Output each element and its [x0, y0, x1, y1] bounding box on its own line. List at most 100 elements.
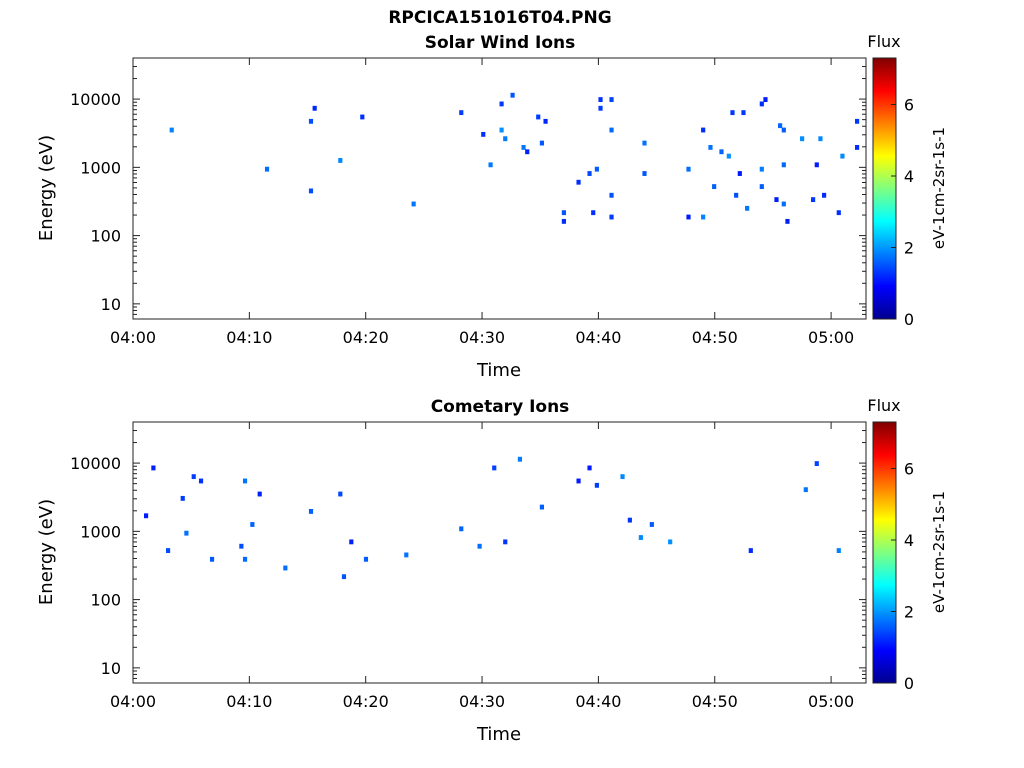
colorbar-title: Flux	[867, 396, 900, 415]
spectrogram-cell	[308, 188, 314, 194]
spectrogram-cell	[701, 127, 706, 133]
solar-wind-panel: Solar Wind Ions 04:00 04:10 04:20 04:30 04:4…	[36, 32, 948, 381]
spectrogram-cell	[169, 127, 174, 133]
y-tick-label: 10000	[70, 454, 121, 473]
colorbar-tick-label: 0	[904, 674, 914, 693]
x-tick-label: 04:10	[226, 328, 272, 347]
spectrogram-cell	[800, 136, 805, 142]
cometary-spectrogram	[144, 456, 841, 580]
spectrogram-cell	[308, 509, 314, 514]
spectrogram-cell	[338, 491, 343, 497]
spectrogram-cell	[591, 210, 596, 216]
spectrogram-cell	[836, 548, 841, 553]
spectrogram-cell	[748, 548, 753, 553]
spectrogram-cell	[759, 101, 764, 107]
spectrogram-cell	[517, 456, 522, 462]
spectrogram-cell	[598, 105, 603, 111]
spectrogram-cell	[741, 110, 746, 116]
colorbar-ticks: 0 2 4 6	[891, 459, 914, 693]
x-tick-label: 04:30	[459, 692, 505, 711]
spectrogram-cell	[620, 474, 625, 480]
spectrogram-cell	[609, 127, 614, 133]
spectrogram-cell	[803, 487, 808, 493]
x-axis-label: Time	[476, 360, 521, 381]
spectrogram-cell	[840, 153, 845, 159]
y-tick-label: 100	[90, 591, 121, 610]
spectrogram-cell	[561, 218, 566, 224]
spectrogram-cell	[539, 504, 544, 510]
plot-frame	[132, 421, 867, 684]
spectrogram-cell	[781, 201, 786, 207]
solar-wind-axes: 04:00 04:10 04:20 04:30 04:40 04:50 05:00 10 100…	[70, 57, 866, 347]
spectrogram-cell	[719, 149, 724, 155]
panel-title: Solar Wind Ions	[425, 33, 576, 53]
spectrogram-cell	[503, 136, 508, 142]
spectrogram-cell	[481, 131, 486, 137]
x-tick-label: 04:50	[692, 692, 738, 711]
spectrogram-cell	[814, 461, 819, 466]
spectrogram-cell	[250, 522, 255, 527]
spectrogram-cell	[151, 465, 156, 471]
spectrogram-cell	[525, 149, 530, 155]
spectrogram-cell	[811, 197, 816, 203]
spectrogram-cell	[459, 110, 464, 116]
y-tick-label: 1000	[80, 522, 121, 541]
y-tick-label: 10000	[70, 90, 121, 109]
spectrogram-cell	[855, 145, 860, 150]
spectrogram-cell	[642, 171, 647, 176]
colorbar-tick-label: 4	[904, 531, 914, 550]
spectrogram-cell	[536, 114, 541, 120]
spectrogram-cell	[759, 166, 764, 172]
x-tick-label: 04:30	[459, 328, 505, 347]
spectrogram-cell	[165, 548, 171, 553]
spectrogram-cell	[576, 179, 581, 185]
colorbar-gradient	[872, 57, 897, 320]
spectrogram-cell	[561, 210, 566, 216]
y-tick-label: 10	[101, 659, 121, 678]
x-tick-label: 04:10	[226, 692, 272, 711]
colorbar-tick-label: 6	[904, 95, 914, 114]
panel-title: Cometary Ions	[431, 397, 570, 417]
colorbar-ticks: 0 2 4 6	[891, 95, 914, 329]
x-tick-label: 04:40	[575, 328, 621, 347]
spectrogram-cell	[503, 539, 508, 545]
spectrogram-cell	[180, 495, 185, 501]
x-tick-label: 04:50	[692, 328, 738, 347]
x-tick-label: 04:20	[343, 692, 389, 711]
spectrogram-cell	[726, 153, 731, 159]
spectrogram-cell	[737, 171, 742, 176]
spectrogram-cell	[638, 535, 643, 540]
spectrogram-cell	[609, 192, 614, 198]
spectrogram-cell	[763, 97, 768, 102]
spectrogram-cell	[642, 140, 647, 146]
spectrogram-cell	[198, 478, 204, 484]
y-tick-label: 10	[101, 295, 121, 314]
spectrogram-cell	[499, 101, 504, 107]
y-axis-label: Energy (eV)	[36, 135, 57, 241]
spectrogram-cell	[708, 145, 713, 150]
spectrogram-cell	[338, 158, 343, 163]
spectrogram-cell	[686, 214, 691, 220]
spectrogram-cell	[499, 127, 504, 133]
spectrogram-cell	[360, 114, 365, 120]
spectrogram-cell	[209, 556, 215, 562]
spectrogram-cell	[543, 118, 548, 124]
spectrogram-cell	[308, 118, 314, 124]
cometary-panel: Cometary Ions 04:00 04:10 04:20 04:30 04:40 0…	[36, 396, 948, 745]
colorbar-label: eV-1cm-2sr-1s-1	[930, 491, 948, 613]
x-tick-label: 04:00	[110, 692, 156, 711]
spectrogram-cell	[191, 474, 196, 480]
spectrogram-cell	[814, 162, 819, 168]
spectrogram-cell	[363, 556, 369, 562]
spectrogram-cell	[822, 192, 827, 198]
spectrogram-cell	[492, 465, 497, 471]
spectrogram-cell	[609, 97, 614, 102]
spectrogram-cell	[701, 214, 706, 220]
spectrogram-cell	[411, 201, 416, 207]
y-tick-label: 100	[90, 227, 121, 246]
x-axis-label: Time	[476, 724, 521, 745]
spectrogram-cell	[477, 543, 482, 549]
spectrogram-cell	[312, 105, 317, 111]
colorbar-label: eV-1cm-2sr-1s-1	[930, 127, 948, 249]
